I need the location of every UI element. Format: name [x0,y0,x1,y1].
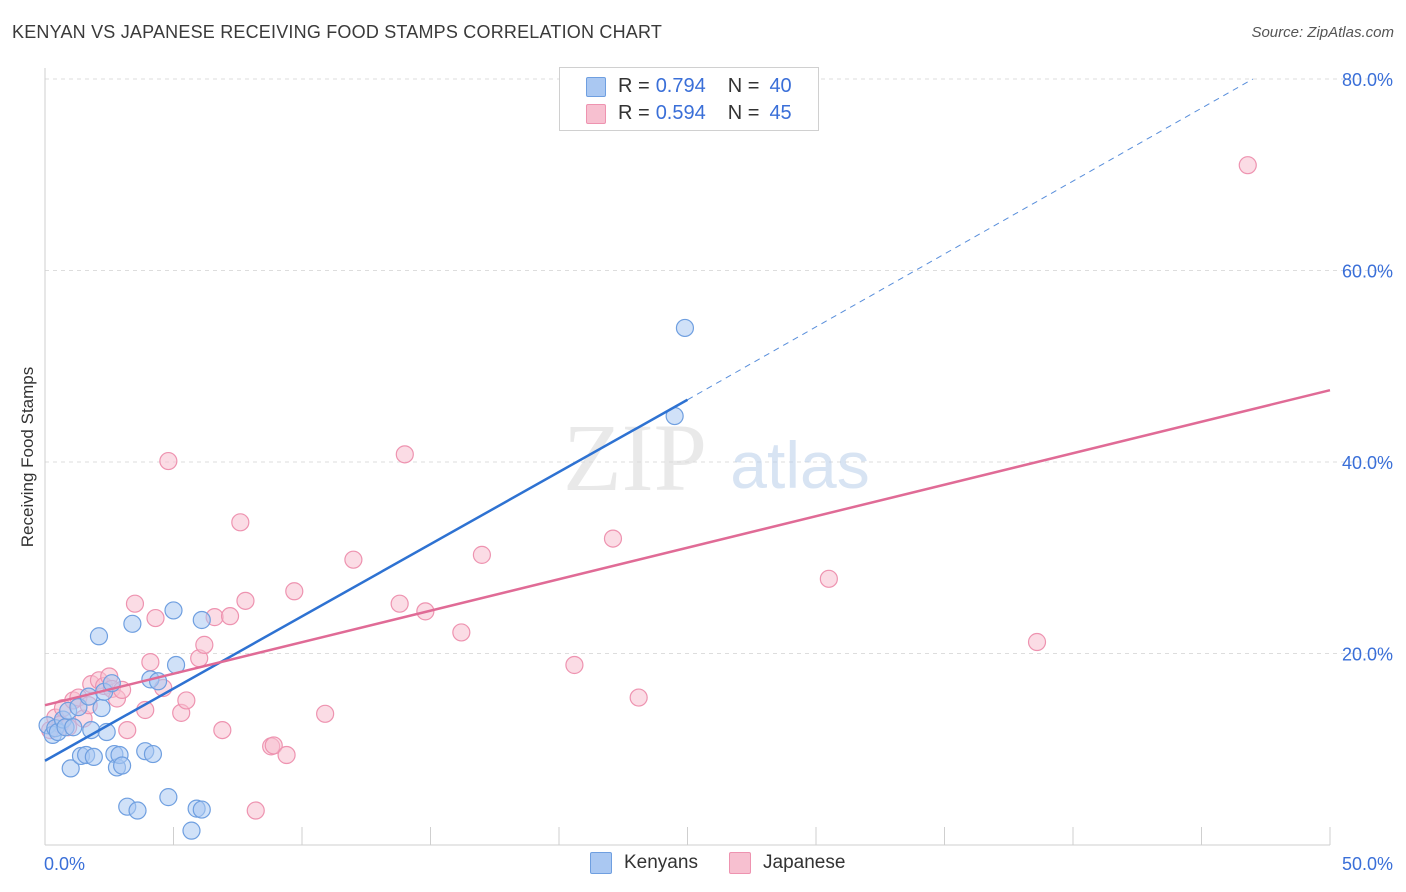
stats-row-kenyans: R = 0.794 N = 40 [586,73,792,99]
legend-item-kenyans[interactable]: Kenyans [590,852,698,874]
kenyan-trendline-extension [687,78,1254,401]
japanese-point [118,720,137,740]
japanese-point [231,513,250,532]
japanese-point [236,591,255,610]
correlation-stats-box: R = 0.794 N = 40 R = 0.594 N = 45 [559,67,819,131]
japanese-point [195,635,214,654]
japanese-point [1238,156,1257,175]
kenyan-point [92,698,111,718]
kenyan-point [89,627,109,646]
n-value: 45 [769,101,792,124]
chart-title: KENYAN VS JAPANESE RECEIVING FOOD STAMPS… [12,22,663,42]
kenyan-point [164,601,183,620]
japanese-point [146,608,165,628]
gridlines [45,78,1392,654]
r-label: R = [618,74,650,97]
kenyan-point [112,756,132,775]
legend-label-japanese: Japanese [763,852,846,873]
y-tick-label: 80.0% [1342,70,1393,90]
japanese-point [565,655,584,675]
r-label: R = [618,101,650,124]
japanese-point [603,529,623,548]
japanese-point [390,594,409,613]
japanese-point [125,594,145,613]
japanese-swatch [586,104,606,124]
y-tick-label: 20.0% [1342,645,1393,665]
japanese-point [177,691,196,710]
japanese-point [629,688,648,707]
legend: Kenyans Japanese [0,852,1406,876]
kenyan-point [182,821,201,840]
kenyans-swatch [586,77,606,97]
n-label: N = [727,101,760,124]
japanese-point [246,801,265,820]
watermark: ZIP atlas [563,404,870,511]
kenyan-point [84,747,103,767]
kenyan-point [128,801,147,820]
japanese-point [159,451,178,471]
y-tick-label: 60.0% [1342,262,1393,282]
japanese-point [220,607,240,626]
kenyan-trendline [44,398,689,762]
kenyan-point [192,800,211,819]
japanese-point [395,445,414,464]
watermark-atlas: atlas [730,428,869,502]
kenyan-point [159,788,178,807]
r-value: 0.594 [655,101,706,124]
japanese-point [213,720,232,740]
japanese-point [452,623,471,642]
n-label: N = [727,74,760,97]
stats-row-japanese: R = 0.594 N = 45 [586,100,792,126]
japanese-trendline [44,388,1331,707]
legend-swatch-japanese [729,852,751,874]
tick-labels: 20.0% 40.0% 60.0% 80.0% 0.0% 50.0% [44,70,1393,874]
kenyan-point [192,610,211,630]
japanese-point [819,569,838,588]
japanese-point [277,745,296,765]
kenyan-point [675,318,695,338]
trendlines [44,78,1331,762]
legend-swatch-kenyans [590,852,612,874]
y-tick-label: 40.0% [1342,453,1393,473]
kenyan-point [143,744,163,764]
axes [44,68,1331,846]
kenyan-point [61,759,80,778]
r-value: 0.794 [655,74,706,97]
japanese-point [285,582,304,601]
legend-label-kenyans: Kenyans [624,852,698,873]
kenyan-point [123,614,142,633]
n-value: 40 [769,74,792,97]
x-tick-label: 50.0% [1342,854,1393,874]
source-credit: Source: ZipAtlas.com [1251,24,1394,41]
japanese-point [141,653,160,672]
japanese-point [264,736,283,755]
kenyan-points [38,318,695,840]
japanese-point [316,704,335,723]
x-tick-label: 0.0% [44,854,85,874]
japanese-point [472,545,491,564]
japanese-point [344,550,363,569]
japanese-point [1027,632,1047,652]
legend-item-japanese[interactable]: Japanese [729,852,845,874]
kenyan-point [64,718,83,737]
